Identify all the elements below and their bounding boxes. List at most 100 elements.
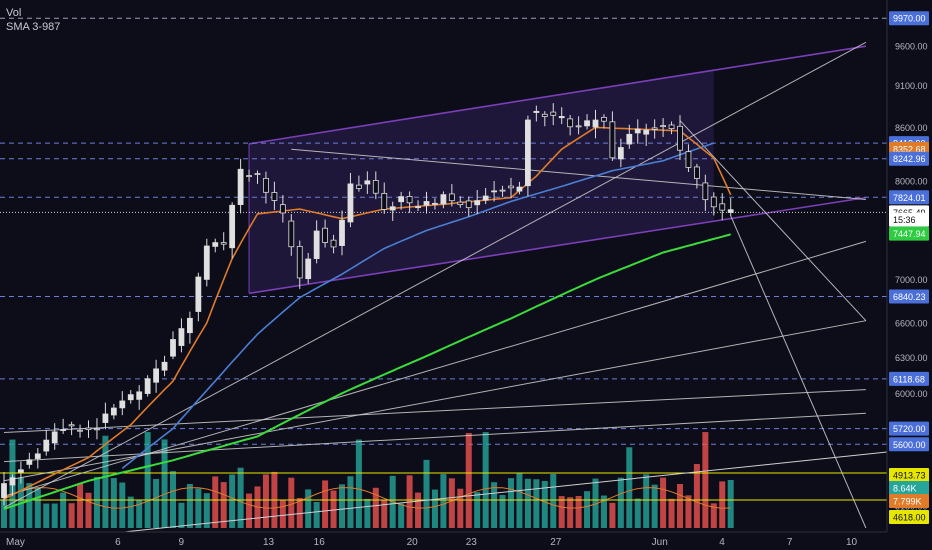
channel-lower-line xyxy=(248,196,867,295)
candle-body xyxy=(508,185,514,189)
price-tag-label-2: 8352.68 xyxy=(893,144,926,154)
candle-body xyxy=(694,166,700,179)
volume-tag-1 xyxy=(889,481,929,495)
volume-bar xyxy=(516,473,523,528)
x-tick-label-11: 10 xyxy=(846,537,858,548)
volume-bar xyxy=(43,503,50,528)
candle-body xyxy=(710,196,717,208)
price-tag-3 xyxy=(889,151,929,166)
x-tick-label-7: 27 xyxy=(550,537,562,548)
volume-bar xyxy=(34,487,41,528)
volume-bar xyxy=(355,439,362,528)
volume-bar xyxy=(279,499,286,528)
candle-body xyxy=(415,206,421,209)
candle-body xyxy=(203,245,210,280)
volume-bar xyxy=(178,502,185,528)
price-tag-10 xyxy=(889,421,929,436)
volume-bar xyxy=(643,474,650,528)
price-tag-label-6: 15:36 xyxy=(893,215,916,225)
price-tag-label-0: 9970.00 xyxy=(893,14,926,24)
y-tick-label-2: 8600.00 xyxy=(895,123,928,133)
candle-body xyxy=(617,147,624,160)
candle-body xyxy=(43,439,50,452)
volume-bar xyxy=(127,496,134,528)
candle-body xyxy=(381,192,388,210)
candle-body xyxy=(482,195,489,201)
volume-bar xyxy=(499,494,506,528)
price-tag-label-10: 5720.00 xyxy=(893,424,926,434)
candle-body xyxy=(609,121,616,159)
candle-body xyxy=(558,116,565,119)
volume-bar xyxy=(26,483,33,528)
volume-bar xyxy=(634,498,641,528)
volume-bar xyxy=(229,474,236,528)
candle-body xyxy=(372,180,379,194)
volume-tag-label-3: 4618.00 xyxy=(893,513,926,523)
candle-body xyxy=(68,424,75,427)
volume-bar xyxy=(558,496,565,528)
candle-body xyxy=(465,200,472,209)
candle-body xyxy=(77,429,83,432)
volume-bar xyxy=(372,487,379,528)
candle-body xyxy=(389,206,396,211)
volume-bar xyxy=(102,435,109,528)
legend-sma: SMA 3-987 xyxy=(6,21,61,33)
candle-body xyxy=(254,173,261,175)
volume-bar xyxy=(186,483,193,528)
trendline-6 xyxy=(679,120,867,322)
candle-body xyxy=(634,128,641,134)
x-tick-label-8: Jun xyxy=(652,537,668,548)
candle-body xyxy=(339,219,345,246)
volume-bar xyxy=(119,482,126,528)
candle-body xyxy=(364,180,371,185)
candle-body xyxy=(601,116,607,122)
candle-body xyxy=(229,204,236,249)
volume-tag-label-1: 8.64K xyxy=(893,484,917,494)
volume-bar xyxy=(668,498,675,528)
candle-body xyxy=(584,120,590,127)
volume-bar xyxy=(85,492,92,528)
price-tag-9 xyxy=(889,371,929,386)
volume-bar xyxy=(617,477,624,528)
volume-bar xyxy=(423,459,430,528)
volume-tag-2 xyxy=(889,494,929,508)
candle-body xyxy=(719,203,726,211)
price-tag-4 xyxy=(889,190,929,205)
volume-bar xyxy=(575,495,582,528)
volume-bar xyxy=(702,432,709,528)
volume-bar xyxy=(262,474,269,528)
volume-bar xyxy=(237,467,244,528)
candle-body xyxy=(9,477,16,486)
candle-body xyxy=(541,113,548,117)
y-tick-label-1: 9100.00 xyxy=(895,81,928,91)
volume-bar xyxy=(609,502,616,528)
volume-bar xyxy=(60,492,67,528)
sma-blue-line xyxy=(121,142,715,470)
volume-bar xyxy=(685,495,692,528)
volume-bar xyxy=(719,481,726,528)
candle-body xyxy=(592,119,599,128)
price-tag-label-9: 6118.68 xyxy=(893,374,925,384)
candle-body xyxy=(220,242,227,245)
candle-body xyxy=(499,189,506,192)
candle-body xyxy=(516,186,523,192)
candle-body xyxy=(110,407,117,416)
candle-body xyxy=(136,391,143,400)
volume-tag-label-2: 7.799K xyxy=(893,497,922,507)
volume-bar xyxy=(491,482,498,528)
candle-body xyxy=(271,192,278,201)
candle-body xyxy=(296,246,303,279)
price-tag-0 xyxy=(889,11,929,26)
volume-bar xyxy=(524,478,531,528)
volume-tag-3 xyxy=(889,510,929,524)
x-tick-label-1: 6 xyxy=(115,537,121,548)
candle-body xyxy=(237,168,244,206)
volume-bar xyxy=(364,498,371,528)
candle-body xyxy=(525,119,531,187)
volume-bar xyxy=(330,490,337,528)
volume-bar xyxy=(415,492,422,528)
candle-body xyxy=(432,202,438,205)
volume-bar xyxy=(339,484,345,528)
volume-bar xyxy=(305,489,312,528)
